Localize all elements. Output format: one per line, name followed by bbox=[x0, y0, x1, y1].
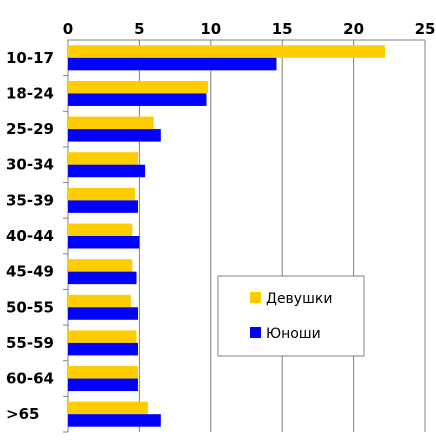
bar-series-1-4 bbox=[68, 200, 138, 213]
legend-box bbox=[217, 275, 365, 357]
bar-series-0-5 bbox=[68, 223, 133, 236]
bar-series-0-4 bbox=[68, 187, 136, 201]
legend-label-devushki: Девушки bbox=[266, 291, 332, 307]
y-tick-label-10: >65 bbox=[6, 405, 39, 423]
x-tick-label-20: 20 bbox=[343, 20, 364, 38]
bar-series-0-9 bbox=[68, 366, 138, 379]
bar-series-1-10 bbox=[68, 414, 161, 427]
y-tick-label-0: 10-17 bbox=[6, 49, 54, 67]
bar-series-1-0 bbox=[68, 57, 277, 71]
y-tick-label-9: 60-64 bbox=[6, 370, 54, 388]
bar-series-0-10 bbox=[68, 401, 148, 415]
bar-series-1-7 bbox=[68, 307, 138, 320]
legend-swatch-devushki bbox=[250, 292, 261, 303]
bar-series-0-2 bbox=[68, 116, 154, 130]
y-tick-labels: 10-17 18-24 25-29 30-34 35-39 40-44 45-49 50-55… bbox=[6, 49, 68, 433]
bar-series-1-5 bbox=[68, 236, 140, 249]
y-tick-label-8: 55-59 bbox=[6, 334, 54, 352]
bar-series-0-3 bbox=[68, 152, 138, 165]
y-tick-label-3: 30-34 bbox=[6, 156, 54, 174]
legend-swatch-yunoshi bbox=[250, 327, 261, 338]
x-tick-label-10: 10 bbox=[200, 20, 221, 38]
bar-series-1-9 bbox=[68, 378, 138, 392]
legend-label-yunoshi: Юноши bbox=[266, 326, 321, 342]
y-tick-label-7: 50-55 bbox=[6, 298, 54, 316]
bars bbox=[68, 45, 386, 427]
legend: Девушки Юноши bbox=[217, 275, 365, 357]
bar-series-1-2 bbox=[68, 129, 161, 142]
y-tick-label-1: 18-24 bbox=[6, 84, 54, 102]
bar-series-1-6 bbox=[68, 271, 137, 285]
x-tick-label-25: 25 bbox=[415, 20, 436, 38]
bar-series-1-8 bbox=[68, 342, 138, 356]
y-tick-label-4: 35-39 bbox=[6, 191, 54, 209]
bar-series-0-1 bbox=[68, 80, 208, 94]
bar-series-1-1 bbox=[68, 93, 207, 106]
y-tick-label-6: 45-49 bbox=[6, 263, 54, 281]
x-tick-label-5: 5 bbox=[134, 20, 144, 38]
y-tick-label-2: 25-29 bbox=[6, 120, 54, 138]
x-tick-labels: 0 5 10 15 20 25 bbox=[63, 20, 436, 38]
bar-series-1-3 bbox=[68, 164, 146, 178]
x-tick-label-0: 0 bbox=[63, 20, 73, 38]
bar-series-0-7 bbox=[68, 294, 131, 308]
grid-lines bbox=[138, 40, 426, 432]
bar-series-0-6 bbox=[68, 259, 133, 272]
x-tick-label-15: 15 bbox=[272, 20, 293, 38]
bar-series-0-0 bbox=[68, 45, 386, 58]
bar-series-0-8 bbox=[68, 330, 137, 343]
y-tick-label-5: 40-44 bbox=[6, 227, 54, 245]
